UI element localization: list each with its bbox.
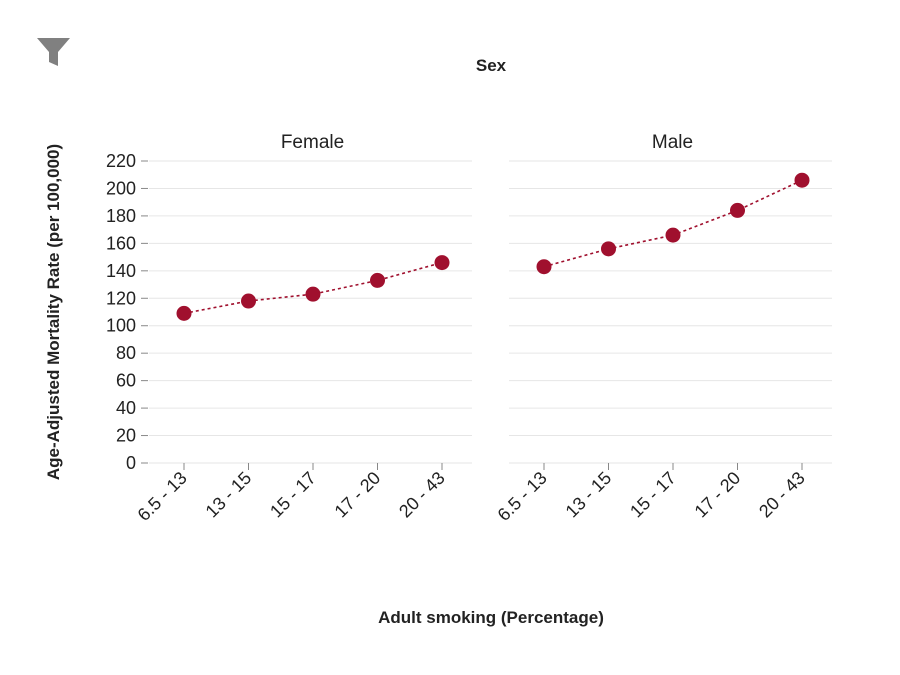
x-tick-label: 6.5 - 13 (494, 468, 551, 525)
series-line (543, 179, 803, 268)
series-line (183, 261, 443, 315)
data-point[interactable] (434, 255, 450, 271)
y-tick-label: 20 (116, 426, 136, 446)
y-tick-label: 0 (126, 453, 136, 473)
facet-header: Sex (476, 56, 507, 75)
panel-male: Male 6.5 - 13 13 - 15 15 - 17 17 - 20 20 - 43 (494, 132, 832, 525)
y-tick-label: 120 (106, 288, 136, 308)
x-tick-label: 6.5 - 13 (134, 468, 191, 525)
y-tick-label: 60 (116, 371, 136, 391)
filter-icon[interactable] (37, 38, 70, 66)
panel-title: Female (281, 132, 344, 153)
data-point[interactable] (305, 286, 321, 302)
x-tick-label: 15 - 17 (626, 468, 680, 522)
data-point[interactable] (665, 227, 681, 243)
x-tick-label: 13 - 15 (202, 468, 256, 522)
y-tick-label: 80 (116, 343, 136, 363)
x-tick-label: 17 - 20 (331, 468, 385, 522)
x-axis-title: Adult smoking (Percentage) (378, 608, 604, 627)
panel-female: Female 6.5 - 13 13 - 15 15 - 17 17 - 20 20 - … (134, 132, 472, 525)
y-tick-label: 40 (116, 398, 136, 418)
panel-title: Male (652, 132, 693, 153)
filter-funnel-shape (37, 38, 70, 66)
y-tick-label: 140 (106, 261, 136, 281)
y-tick-label: 220 (106, 151, 136, 171)
x-tick-label: 20 - 43 (395, 468, 449, 522)
y-tick-label: 180 (106, 206, 136, 226)
data-point[interactable] (241, 293, 256, 309)
data-point[interactable] (794, 172, 810, 188)
y-tick-label: 100 (106, 316, 136, 336)
x-tick-label: 13 - 15 (562, 468, 616, 522)
x-tick-label: 17 - 20 (691, 468, 745, 522)
y-axis-title: Age-Adjusted Mortality Rate (per 100,000… (44, 144, 63, 480)
x-tick-label: 15 - 17 (266, 468, 320, 522)
data-point[interactable] (176, 305, 192, 321)
data-point[interactable] (370, 272, 385, 288)
y-axis: 0 20 40 60 80 100 120 140 160 180 200 220 (106, 151, 148, 473)
x-tick-label: 20 - 43 (755, 468, 809, 522)
data-point[interactable] (730, 202, 745, 218)
data-point[interactable] (536, 259, 552, 275)
y-tick-label: 200 (106, 178, 136, 198)
data-point[interactable] (601, 241, 616, 257)
y-tick-label: 160 (106, 233, 136, 253)
